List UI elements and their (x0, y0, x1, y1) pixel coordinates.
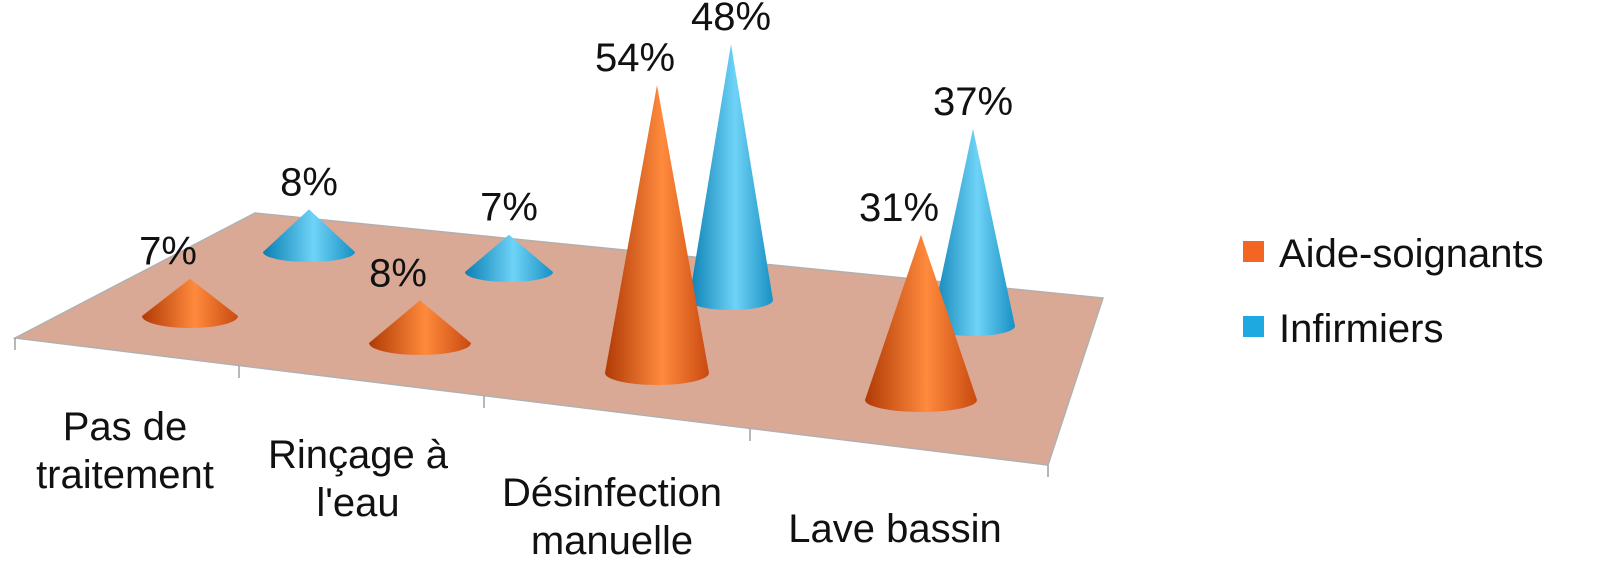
legend-label-aide-soignants: Aide-soignants (1279, 232, 1544, 276)
cone-aide-soignants-lave-bassin (865, 234, 977, 412)
cone-aide-soignants-desinfection-manuelle (605, 85, 709, 386)
series-aide-soignants (142, 85, 977, 412)
axis-ticks (14, 338, 1049, 477)
category-label-lave-bassin: Lave bassin (788, 507, 1001, 551)
data-label-aide-soignants-pas-de-traitement: 7% (139, 230, 197, 274)
category-label-rincage-a-l-eau: Rinçage à l'eau (268, 433, 449, 525)
chart-floor (12, 212, 1105, 466)
cone-aide-soignants-pas-de-traitement (142, 278, 238, 328)
category-label-desinfection-manuelle: Désinfection manuelle (502, 471, 722, 563)
category-label-pas-de-traitement: Pas de traitement (36, 405, 214, 497)
data-labels: 7% 8% 54% 31% 8% 7% 48% 37% (139, 0, 1013, 295)
category-labels: Pas de traitement Rinçage à l'eau Désinfecti… (36, 405, 1002, 563)
legend: Aide-soignants Infirmiers (1243, 232, 1544, 351)
cone-infirmiers-lave-bassin (931, 128, 1015, 336)
cone-infirmiers-rincage-a-l-eau (465, 234, 553, 282)
legend-swatch-aide-soignants (1243, 241, 1264, 262)
data-label-infirmiers-rincage-a-l-eau: 7% (480, 186, 538, 230)
data-label-infirmiers-pas-de-traitement: 8% (280, 160, 338, 204)
data-label-aide-soignants-lave-bassin: 31% (859, 186, 939, 230)
data-label-aide-soignants-rincage-a-l-eau: 8% (369, 251, 427, 295)
data-label-infirmiers-lave-bassin: 37% (933, 80, 1013, 124)
cone-infirmiers-desinfection-manuelle (689, 44, 773, 310)
data-label-aide-soignants-desinfection-manuelle: 54% (595, 36, 675, 80)
cone-infirmiers-pas-de-traitement (263, 209, 355, 262)
cone-aide-soignants-rincage-a-l-eau (369, 300, 471, 355)
legend-swatch-infirmiers (1243, 316, 1264, 337)
series-infirmiers (263, 44, 1015, 336)
legend-label-infirmiers: Infirmiers (1279, 307, 1443, 351)
data-label-infirmiers-desinfection-manuelle: 48% (691, 0, 771, 39)
